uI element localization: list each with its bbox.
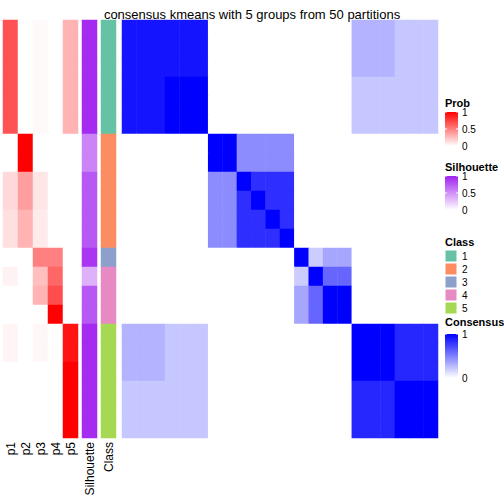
- svg-text:0: 0: [462, 141, 468, 152]
- svg-text:0: 0: [462, 373, 468, 384]
- svg-text:4: 4: [462, 290, 468, 301]
- svg-text:Class: Class: [102, 442, 116, 472]
- svg-text:1: 1: [462, 251, 468, 262]
- svg-text:2: 2: [462, 264, 468, 275]
- svg-text:p2: p2: [19, 442, 33, 456]
- svg-text:5: 5: [462, 303, 468, 314]
- svg-text:1: 1: [462, 329, 468, 340]
- svg-text:Class: Class: [445, 236, 474, 248]
- svg-text:p5: p5: [64, 442, 78, 456]
- svg-text:3: 3: [462, 277, 468, 288]
- svg-text:0.5: 0.5: [462, 124, 476, 135]
- svg-text:1: 1: [462, 171, 468, 182]
- svg-text:1: 1: [462, 107, 468, 118]
- svg-text:Consensus: Consensus: [445, 316, 504, 328]
- svg-text:0: 0: [462, 205, 468, 216]
- svg-text:p3: p3: [34, 442, 48, 456]
- svg-text:Silhouette: Silhouette: [445, 161, 498, 173]
- svg-text:consensus kmeans with 5 groups: consensus kmeans with 5 groups from 50 p…: [104, 7, 401, 22]
- svg-text:0.5: 0.5: [462, 188, 476, 199]
- svg-text:p4: p4: [49, 442, 63, 456]
- svg-text:Prob: Prob: [445, 97, 471, 109]
- svg-text:Silhouette: Silhouette: [83, 442, 97, 496]
- svg-text:p1: p1: [4, 442, 18, 456]
